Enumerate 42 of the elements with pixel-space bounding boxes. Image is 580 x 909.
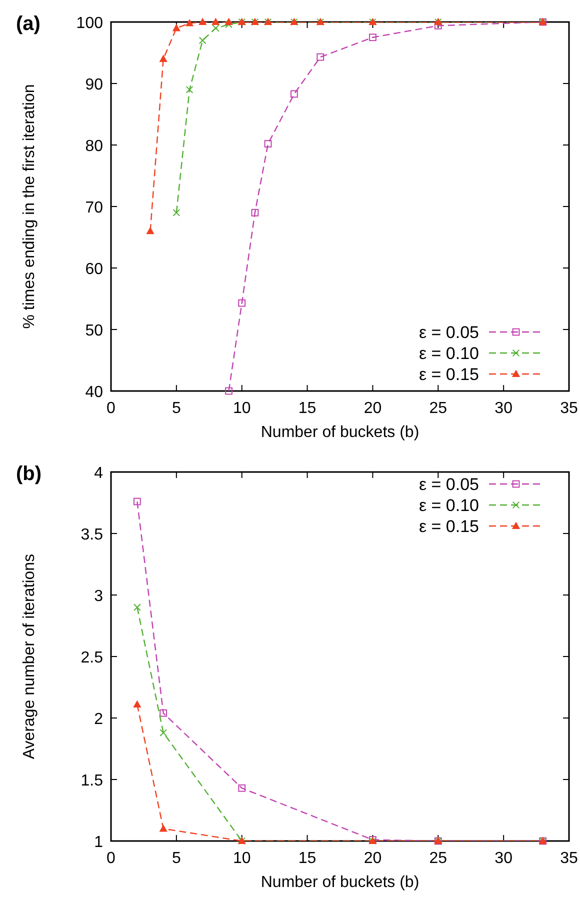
y-tick-label: 1 xyxy=(94,834,104,851)
chart-title: (a) xyxy=(16,13,40,35)
x-tick-label: 20 xyxy=(364,400,382,417)
y-tick-label: 2 xyxy=(94,711,104,728)
legend-label: ε = 0.10 xyxy=(418,496,479,515)
x-tick-label: 35 xyxy=(560,400,578,417)
y-tick-label: 2.5 xyxy=(80,650,104,666)
x-tick-label: 5 xyxy=(172,850,181,867)
legend-label: ε = 0.15 xyxy=(418,517,479,536)
y-tick-label: 3 xyxy=(94,588,104,605)
y-tick-label: 90 xyxy=(85,76,104,94)
x-tick-label: 30 xyxy=(494,400,513,417)
y-axis-title: Average number of iterations xyxy=(21,554,38,760)
y-axis-title: % times ending in the first iteration xyxy=(21,84,38,329)
x-tick-label: 10 xyxy=(232,400,251,417)
legend-label: ε = 0.05 xyxy=(418,475,479,494)
x-tick-label: 0 xyxy=(106,850,116,867)
x-tick-label: 5 xyxy=(172,400,181,417)
y-tick-label: 60 xyxy=(85,261,104,278)
y-tick-label: 3.5 xyxy=(80,526,104,544)
x-tick-label: 20 xyxy=(364,850,382,867)
x-tick-label: 30 xyxy=(494,850,513,867)
x-tick-label: 35 xyxy=(560,850,578,867)
legend-label: ε = 0.10 xyxy=(418,344,479,363)
y-tick-label: 80 xyxy=(85,138,104,155)
y-tick-label: 4 xyxy=(94,465,104,482)
x-tick-label: 0 xyxy=(106,400,116,417)
x-tick-label: 15 xyxy=(298,850,316,867)
legend-label: ε = 0.15 xyxy=(418,365,479,384)
y-tick-label: 50 xyxy=(85,322,104,340)
chart-title: (b) xyxy=(16,463,42,485)
y-tick-label: 40 xyxy=(85,384,104,401)
y-tick-label: 1.5 xyxy=(80,772,104,790)
legend-label: ε = 0.05 xyxy=(418,323,479,342)
x-tick-label: 15 xyxy=(298,400,316,417)
x-tick-label: 25 xyxy=(429,850,448,867)
y-tick-label: 100 xyxy=(76,15,104,32)
x-axis-title: Number of buckets (b) xyxy=(260,424,420,441)
x-axis-title: Number of buckets (b) xyxy=(260,874,420,891)
y-tick-label: 70 xyxy=(85,200,104,216)
x-tick-label: 25 xyxy=(429,400,448,417)
x-tick-label: 10 xyxy=(232,850,251,867)
